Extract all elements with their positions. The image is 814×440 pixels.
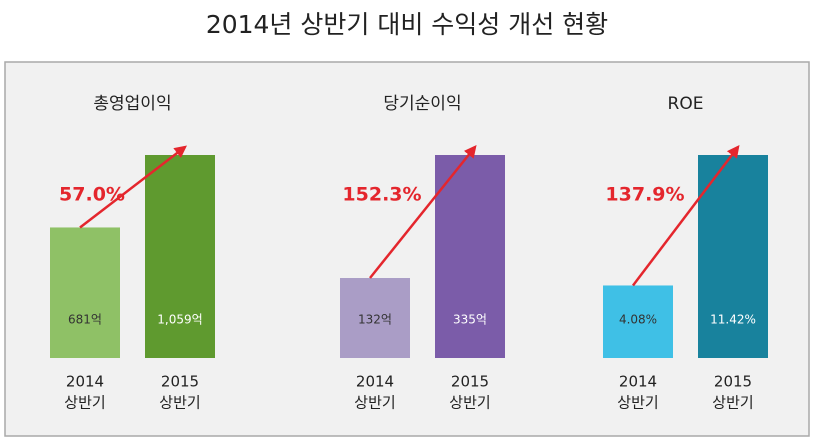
x-tick-label: 상반기: [617, 394, 658, 412]
arrow: [369, 145, 477, 279]
x-tick-label: 2015: [451, 373, 489, 391]
x-tick-label: 상반기: [449, 394, 490, 412]
value-label: 1,059억: [157, 313, 202, 327]
value-label: 132억: [358, 313, 392, 327]
chart-title: 총영업이익: [93, 94, 171, 114]
bar: [145, 155, 215, 358]
chart-title: ROE: [668, 94, 704, 114]
x-tick-label: 2015: [714, 373, 752, 391]
value-label: 681억: [68, 313, 102, 327]
x-tick-label: 2014: [66, 373, 104, 391]
arrow: [79, 145, 187, 229]
panel: [4, 61, 810, 437]
x-tick-label: 상반기: [64, 394, 105, 412]
arrow: [632, 145, 740, 287]
bar: [435, 155, 505, 358]
x-tick-label: 2014: [619, 373, 657, 391]
page-title: 2014년 상반기 대비 수익성 개선 현황: [206, 10, 608, 39]
x-tick-label: 2015: [161, 373, 199, 391]
value-label: 4.08%: [619, 313, 657, 327]
value-label: 335억: [453, 313, 487, 327]
annotation: 137.9%: [605, 184, 684, 206]
bar: [603, 285, 673, 358]
bar: [698, 155, 768, 358]
annotation: 152.3%: [342, 184, 421, 206]
x-tick-label: 상반기: [159, 394, 200, 412]
x-tick-label: 2014: [356, 373, 394, 391]
bar: [50, 227, 120, 358]
x-tick-label: 상반기: [712, 394, 753, 412]
x-tick-label: 상반기: [354, 394, 395, 412]
value-label: 11.42%: [710, 313, 756, 327]
bar: [340, 278, 410, 358]
chart-title: 당기순이익: [383, 94, 461, 114]
annotation: 57.0%: [59, 184, 125, 206]
